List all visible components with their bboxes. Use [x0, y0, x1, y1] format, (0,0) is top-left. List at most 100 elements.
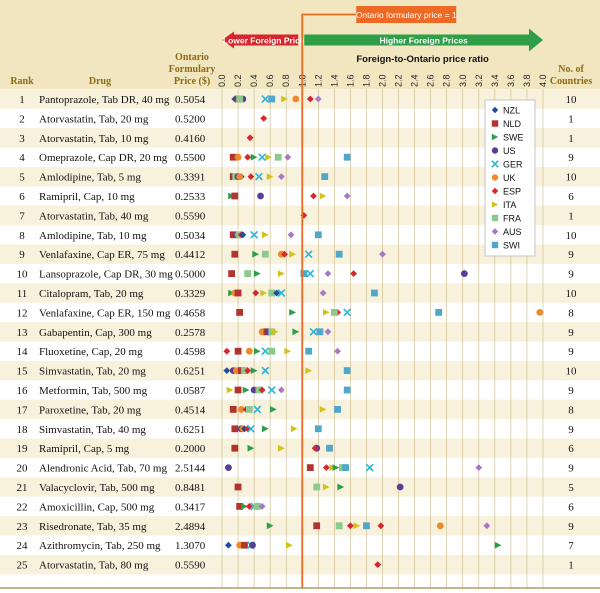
countries-cell: 9: [568, 327, 574, 339]
point-swe: [250, 367, 258, 374]
higher-prices-arrow: [304, 28, 543, 52]
drug-cell: Paroxetine, Tab, 20 mg: [39, 404, 141, 416]
point-us: [225, 464, 232, 471]
price-cell: 0.5034: [175, 230, 206, 242]
x-tick-label: 0.8: [281, 74, 291, 87]
higher-prices-label: Higher Foreign Prices: [379, 36, 468, 46]
row-stripe: [0, 89, 600, 109]
cross-stroke: [261, 366, 270, 375]
reference-line: [301, 13, 357, 588]
point-ita: [305, 367, 313, 374]
countries-cell: 9: [568, 249, 574, 261]
legend-square-icon: [491, 214, 499, 222]
row-stripe: [0, 244, 600, 264]
x-tick-text: 2.0: [378, 74, 388, 87]
countries-cell: 6: [568, 443, 574, 455]
rank-cell: 22: [17, 501, 28, 513]
price-header-line: Ontario: [175, 52, 209, 63]
x-tick-label: 3.2: [474, 74, 484, 87]
point-ger: [343, 308, 352, 317]
legend-label: SWI: [503, 241, 520, 251]
cross-stroke: [250, 230, 259, 239]
point-swi: [342, 464, 349, 471]
countries-cell: 9: [568, 521, 574, 533]
x-tick-label: 4.0: [538, 74, 548, 87]
x-tick-text: 2.8: [442, 74, 452, 87]
drug-cell: Atorvastatin, Tab, 80 mg: [39, 560, 149, 572]
x-tick-labels: 0.0 0.2 0.4 0.6 0.8 1.0 1.2 1.4 1.6 1.8 2.0 2.2 2.4 2…: [217, 74, 548, 87]
drug-cell: Valacyclovir, Tab, 500 mg: [39, 482, 155, 494]
price-cell: 0.3391: [175, 172, 205, 184]
point-aus: [475, 464, 483, 471]
countries-cell: 9: [568, 269, 574, 281]
legend-circle-icon: [491, 147, 499, 154]
cross-stroke: [365, 463, 374, 472]
x-tick-text: 0.6: [265, 74, 275, 87]
rank-cell: 12: [17, 307, 28, 319]
point-swi: [314, 231, 322, 239]
row-stripe: [0, 516, 600, 536]
price-cell: 0.5590: [175, 210, 206, 222]
ratio-axis-title: Foreign-to-Ontario price ratio: [356, 54, 489, 65]
point-ita: [289, 250, 297, 258]
point-ger: [261, 347, 270, 356]
x-tick-text: 0.2: [233, 74, 243, 87]
point-aus: [379, 250, 386, 258]
point-ita: [271, 328, 279, 336]
price-cell: 2.4894: [175, 521, 206, 533]
rank-cell: 13: [17, 327, 29, 339]
x-tick-text: 3.6: [506, 74, 516, 87]
point-us: [257, 192, 264, 200]
point-ita: [260, 289, 268, 297]
drug-cell: Simvastatin, Tab, 40 mg: [39, 424, 146, 436]
price-cell: 0.6251: [175, 424, 205, 436]
point-aus: [314, 95, 322, 103]
point-us: [249, 541, 256, 549]
countries-cell: 9: [568, 346, 574, 358]
row-stripe: [0, 438, 600, 458]
drug-cell: Ramipril, Cap, 5 mg: [39, 443, 130, 455]
point-aus: [324, 270, 332, 277]
drug-cell: Atorvastatin, Tab, 20 mg: [39, 113, 149, 125]
x-tick-text: 0.8: [281, 74, 291, 87]
x-tick-label: 3.8: [522, 74, 532, 87]
drug-cell: Amlodipine, Tab, 10 mg: [39, 230, 147, 242]
x-tick-label: 3.0: [458, 74, 468, 87]
drug-cell: Venlafaxine, Cap ER, 75 mg: [39, 249, 165, 261]
x-tick-text: 1.6: [345, 74, 355, 87]
countries-cell: 10: [566, 288, 578, 300]
point-ita: [319, 192, 327, 200]
price-cell: 0.0587: [175, 385, 206, 397]
drug-cell: Simvastatin, Tab, 20 mg: [39, 366, 146, 378]
countries-cell: 6: [568, 191, 574, 203]
point-fra: [330, 309, 338, 316]
point-esp: [347, 522, 354, 530]
row-stripe: [0, 205, 600, 226]
rank-cell: 3: [19, 133, 25, 145]
price-cell: 0.4412: [175, 249, 205, 261]
row-stripe: [0, 477, 600, 497]
rank-cell: 7: [19, 210, 25, 222]
rank-cell: 6: [19, 191, 25, 203]
price-cell: 0.4160: [175, 133, 206, 145]
point-swi: [305, 347, 313, 355]
point-nld: [234, 483, 242, 491]
legend-square-icon: [491, 241, 499, 249]
point-swe: [247, 444, 255, 452]
point-swi: [435, 309, 443, 316]
cross-stroke: [254, 172, 263, 181]
price-cell: 0.2533: [175, 191, 206, 203]
point-ita: [322, 309, 330, 316]
legend-cross-icon: [491, 160, 499, 168]
point-ger: [253, 405, 262, 414]
legend-square-icon: [491, 120, 499, 127]
point-ger: [258, 153, 267, 162]
point-fra: [313, 483, 321, 491]
x-tick-label: 1.2: [313, 74, 323, 87]
row-stripes: [0, 89, 600, 575]
countries-cell: 7: [568, 540, 574, 552]
point-esp: [281, 250, 288, 258]
x-tick-label: 0.2: [233, 74, 243, 87]
point-aus: [277, 173, 285, 180]
point-swe: [241, 503, 248, 510]
